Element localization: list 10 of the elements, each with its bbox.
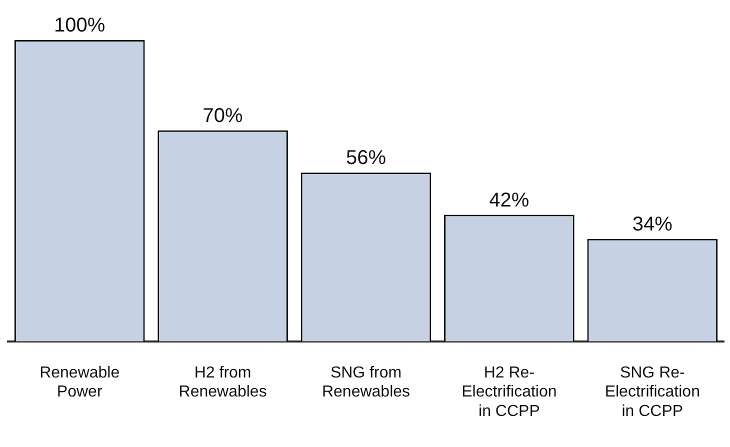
data-label: 100%	[54, 14, 106, 37]
x-tick-label: SNG Re-Electrification in CCPP	[604, 364, 700, 420]
data-label: 56%	[346, 147, 386, 170]
data-label: 70%	[202, 104, 244, 127]
x-tick-label: Renewable Power	[40, 364, 120, 401]
data-label: 42%	[489, 189, 530, 212]
x-tick-label: H2 from Renewables	[178, 364, 267, 401]
x-tick-label: H2 Re-Electrification in CCPP	[462, 364, 557, 420]
x-tick-label: SNG from Renewables	[322, 364, 410, 401]
data-label: 34%	[632, 213, 673, 236]
